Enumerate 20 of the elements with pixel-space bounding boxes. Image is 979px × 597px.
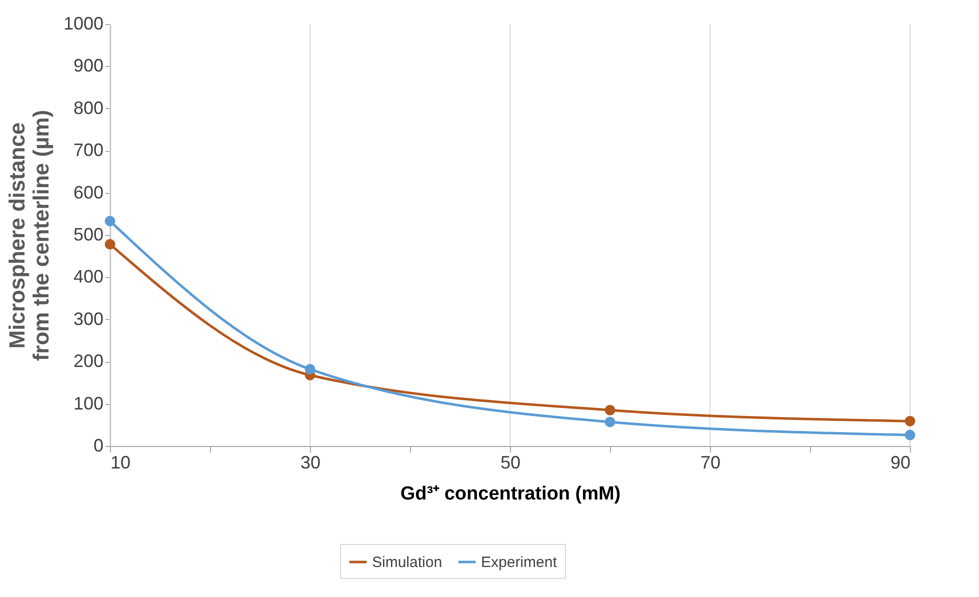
y-tick-label: 400 [73, 266, 104, 287]
y-tick-label: 800 [73, 98, 104, 118]
x-axis-title: Gd³⁺ concentration (mM) [400, 484, 621, 504]
x-tick-label: 50 [500, 452, 521, 472]
legend-label: Simulation [372, 554, 442, 571]
y-tick-label: 600 [73, 182, 104, 202]
x-tick-label: 30 [300, 452, 321, 472]
y-tick-label: 700 [73, 140, 104, 160]
y-tick-label: 300 [73, 308, 104, 329]
x-tick-label: 10 [110, 452, 131, 472]
x-tick-label: 70 [700, 452, 721, 472]
y-tick-label: 500 [73, 224, 104, 244]
legend-label: Experiment [481, 554, 558, 571]
x-tick-label: 90 [890, 452, 910, 472]
y-tick-label: 0 [93, 436, 104, 456]
y-tick-label: 200 [73, 351, 104, 372]
y-tick-label: 900 [73, 56, 104, 76]
y-tick-label: 1000 [63, 14, 104, 34]
y-axis-title: Microsphere distance from the centerline (µm) [4, 110, 54, 362]
y-tick-label: 100 [73, 393, 104, 414]
